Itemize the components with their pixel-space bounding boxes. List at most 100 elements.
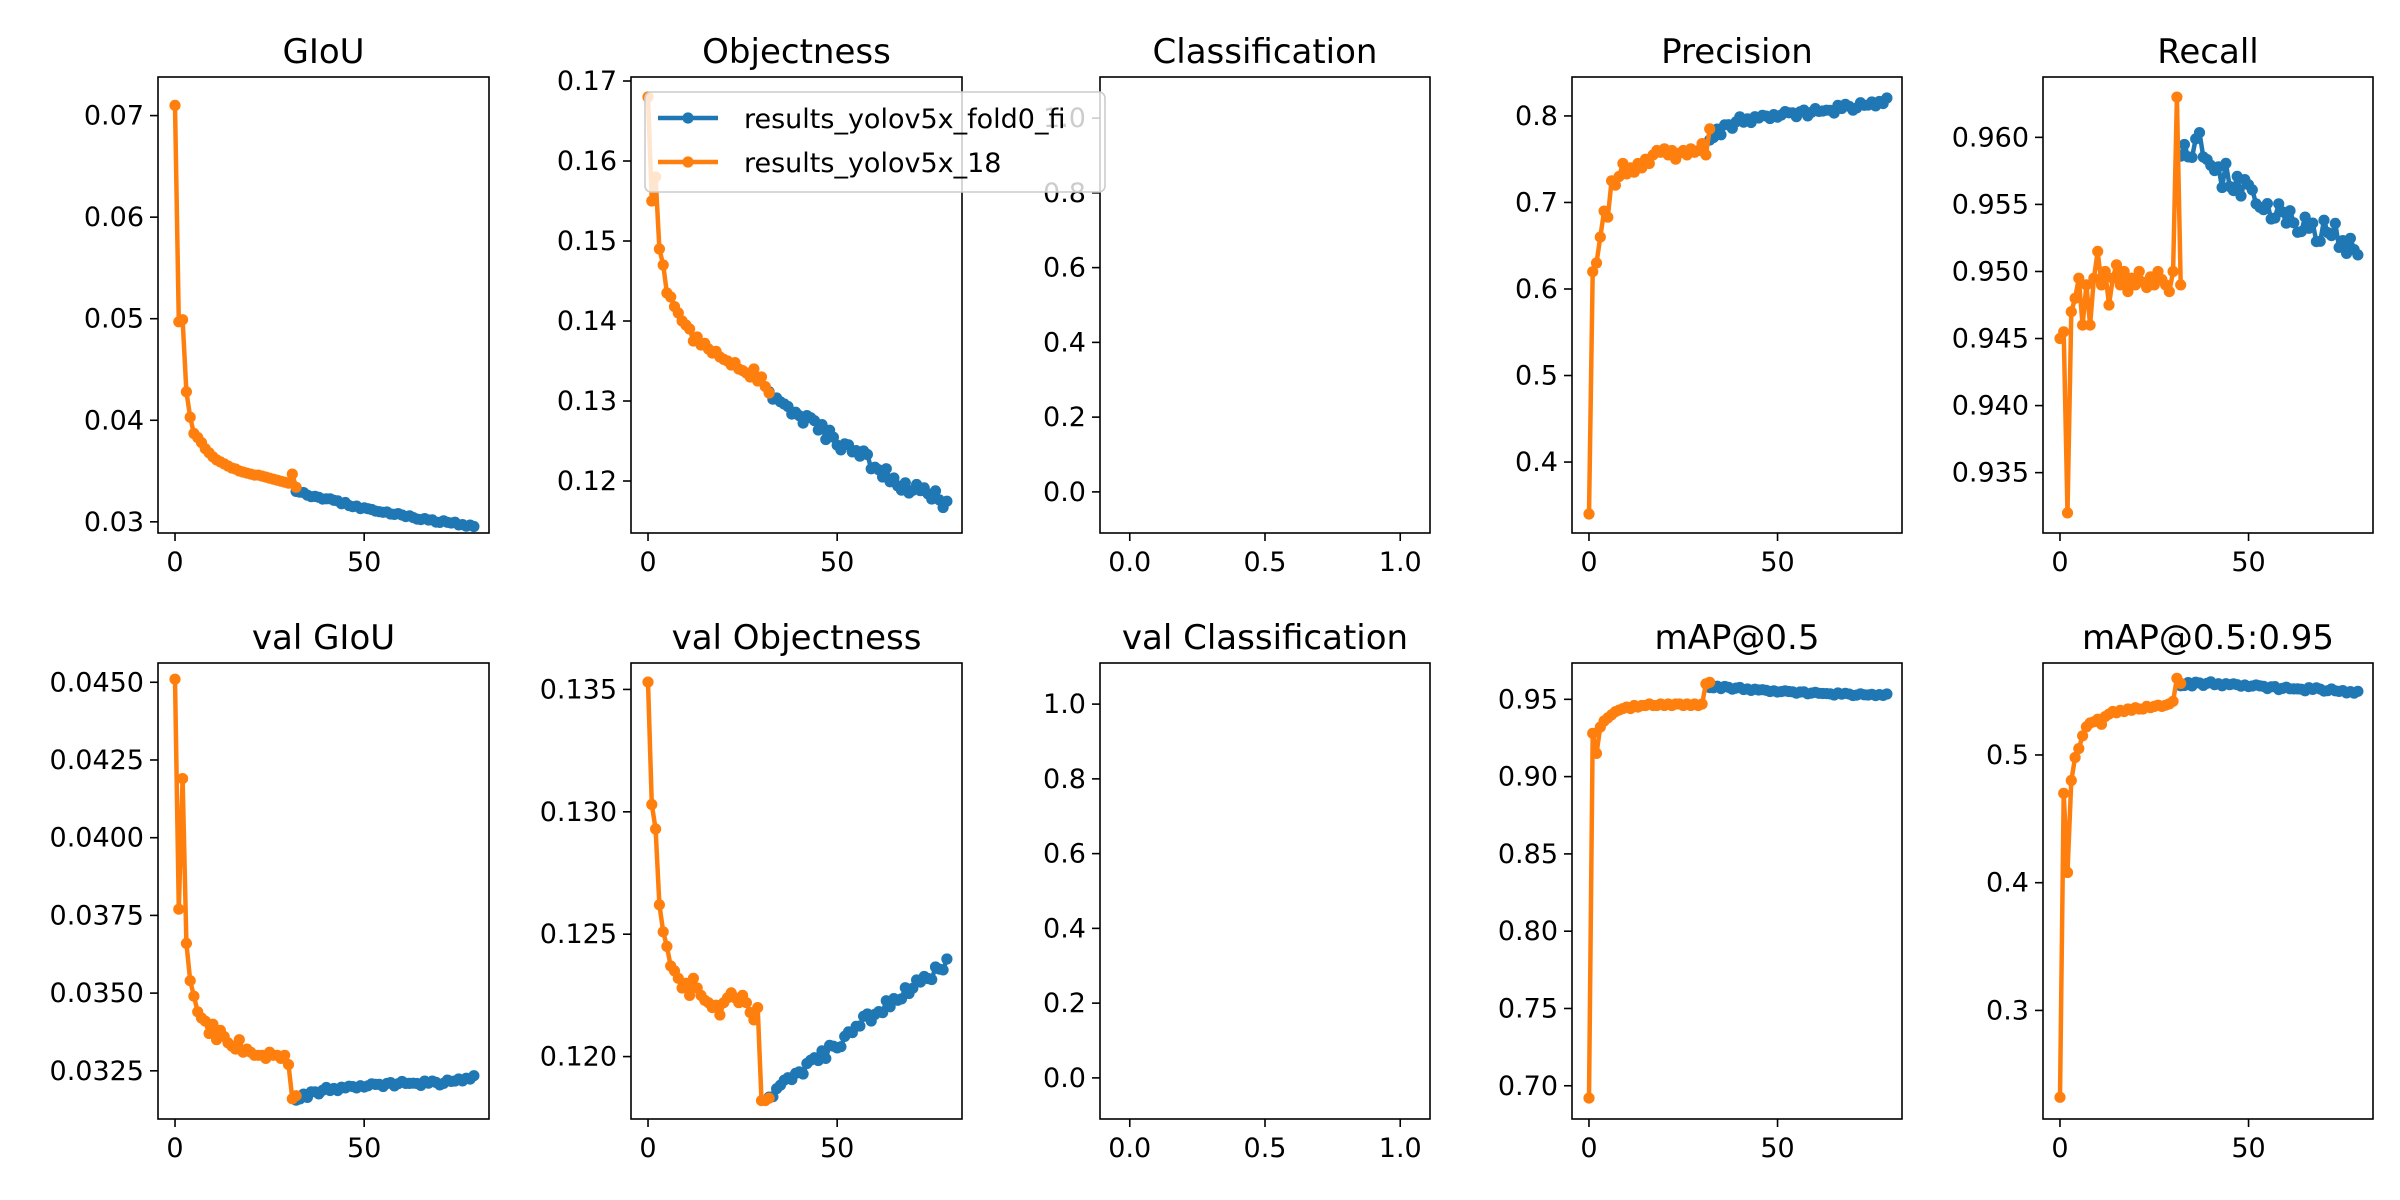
y-tick-label: 0.125	[540, 919, 617, 950]
y-tick-label: 0.0450	[50, 667, 144, 698]
data-point	[646, 798, 658, 811]
y-tick-label: 0.2	[1043, 988, 1086, 1019]
y-tick-label: 0.95	[1498, 684, 1558, 715]
y-tick-label: 0.80	[1498, 916, 1558, 947]
y-tick-label: 0.04	[84, 405, 144, 436]
y-tick-label: 0.0400	[50, 823, 144, 854]
x-tick-label: 50	[2231, 547, 2265, 578]
data-point	[2054, 1091, 2066, 1103]
data-point	[926, 973, 938, 986]
data-point	[642, 676, 654, 688]
data-point	[835, 1041, 847, 1053]
y-tick-label: 0.07	[84, 101, 144, 132]
x-tick-label: 50	[820, 547, 854, 578]
data-point	[184, 411, 196, 423]
data-point	[2077, 730, 2089, 742]
data-point	[188, 990, 200, 1002]
y-tick-label: 0.950	[1952, 256, 2029, 287]
data-point	[2073, 743, 2085, 755]
y-tick-label: 0.5	[1515, 361, 1558, 392]
y-tick-label: 0.2	[1043, 402, 1086, 433]
y-tick-label: 0.70	[1498, 1071, 1558, 1102]
data-point	[941, 953, 953, 965]
axes-frame	[630, 662, 963, 1120]
data-point	[763, 387, 775, 399]
legend-entry: results_yolov5x_fold0_fi	[744, 104, 1065, 135]
x-tick-label: 50	[347, 1133, 381, 1164]
data-point	[1696, 698, 1708, 710]
data-point	[2299, 211, 2311, 223]
y-tick-label: 0.8	[1515, 101, 1558, 132]
data-point	[2122, 286, 2134, 298]
subplot-title: GIoU	[282, 32, 364, 72]
data-point	[880, 463, 892, 475]
legend-marker	[682, 112, 694, 124]
data-point	[180, 386, 192, 398]
axes-frame	[1099, 662, 1431, 1120]
data-point	[661, 940, 673, 953]
data-point	[929, 485, 942, 497]
y-tick-label: 0.3	[1986, 995, 2029, 1026]
plot-area	[1583, 92, 1893, 520]
subplot-map-0-5: mAP@0.5 0 50 0.70 0.75 0.80 0.85 0.90 0.95	[1498, 618, 1903, 1164]
data-point	[657, 926, 669, 938]
plot-area	[2054, 91, 2364, 519]
data-point	[2065, 774, 2077, 787]
axes-frame	[2042, 662, 2374, 1120]
data-point	[2352, 249, 2364, 261]
data-point	[2284, 205, 2296, 217]
subplot-title: Precision	[1661, 32, 1813, 72]
y-tick-label: 0.4	[1986, 868, 2029, 899]
data-point	[207, 1018, 219, 1030]
y-tick-label: 0.90	[1498, 762, 1558, 793]
data-point	[797, 1068, 809, 1080]
data-point	[646, 195, 658, 207]
y-tick-label: 0.940	[1952, 391, 2029, 422]
data-point	[468, 520, 480, 533]
subplot-title: val Objectness	[672, 618, 922, 658]
data-point	[2307, 217, 2319, 229]
axes-frame	[1571, 76, 1903, 534]
data-point	[1602, 211, 1614, 223]
data-point	[1583, 508, 1595, 520]
data-point	[290, 481, 302, 493]
x-tick-label: 0.5	[1244, 547, 1287, 578]
data-point	[2103, 299, 2115, 311]
subplot-title: Objectness	[702, 32, 891, 72]
y-tick-label: 0.0425	[50, 745, 144, 776]
subplot-title: mAP@0.5	[1655, 618, 1820, 658]
subplot-title: Classification	[1153, 32, 1378, 72]
x-tick-label: 0	[2051, 1133, 2068, 1164]
data-point	[1704, 123, 1716, 135]
data-point	[2099, 265, 2111, 278]
legend-marker	[682, 156, 694, 168]
data-point	[173, 903, 185, 915]
y-tick-label: 0.120	[540, 1042, 617, 1073]
y-tick-label: 0.75	[1498, 993, 1558, 1024]
legend: results_yolov5x_fold0_fi results_yolov5x_…	[644, 91, 1106, 193]
data-point	[2186, 151, 2198, 163]
x-tick-label: 0	[639, 1133, 656, 1164]
data-point	[2069, 292, 2081, 304]
y-tick-label: 0.4	[1043, 327, 1086, 358]
subplot-title: val GIoU	[252, 618, 395, 658]
data-point	[468, 1070, 480, 1082]
series-line	[2058, 94, 2183, 516]
y-tick-label: 0.0375	[50, 900, 144, 931]
axes-frame	[630, 76, 963, 534]
axes-frame	[2042, 76, 2374, 534]
y-tick-label: 0.6	[1515, 274, 1558, 305]
data-point	[861, 448, 874, 461]
subplot-val-giou: val GIoU 0 50 0.0325 0.0350 0.0375 0.0400 0.042…	[50, 618, 490, 1164]
data-point	[820, 1052, 832, 1064]
data-point	[1696, 138, 1708, 150]
subplot-val-classification: val Classification 0.0 0.5 1.0 0.0 0.2 0.4 0.6 0…	[1043, 618, 1431, 1164]
data-point	[2193, 127, 2206, 139]
series-line	[1586, 128, 1712, 515]
data-point	[687, 972, 700, 984]
axes-frame	[1099, 76, 1431, 534]
data-point	[763, 1092, 775, 1104]
data-point	[1590, 257, 1603, 269]
data-point	[1587, 727, 1599, 739]
data-point	[169, 673, 181, 685]
